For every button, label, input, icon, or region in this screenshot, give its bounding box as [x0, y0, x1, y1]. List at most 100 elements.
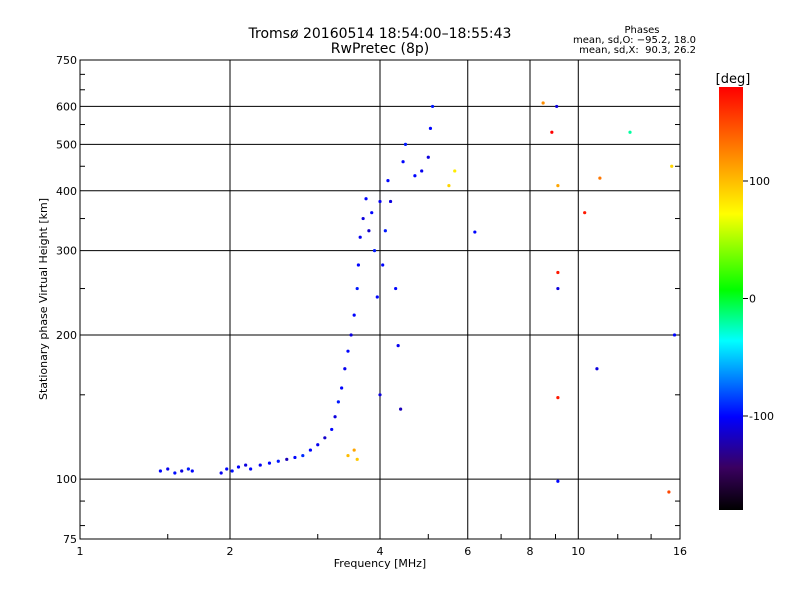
data-point-20: [323, 436, 327, 440]
data-point-36: [372, 249, 377, 253]
x-tick-label-4: 8: [527, 545, 534, 558]
x-tick-label-3: 6: [464, 545, 471, 558]
data-point-42: [386, 179, 390, 183]
scatter-points: [158, 101, 677, 494]
y-tick-label-2: 200: [56, 329, 77, 342]
data-point-16: [293, 455, 297, 460]
data-point-54: [346, 453, 350, 458]
data-point-37: [375, 295, 379, 299]
data-point-7: [225, 467, 229, 471]
data-point-35: [370, 211, 374, 215]
colorbar-ticks: -100 0 100: [743, 175, 774, 423]
data-point-71: [628, 130, 632, 134]
colorbar-tick-label-0: -100: [749, 410, 774, 423]
data-point-22: [333, 415, 337, 419]
data-point-68: [583, 211, 587, 215]
data-point-6: [219, 471, 223, 475]
x-tick-label-6: 16: [673, 545, 687, 558]
data-point-13: [267, 461, 272, 465]
x-tick-label-1: 2: [227, 545, 234, 558]
data-point-49: [413, 174, 417, 178]
data-point-63: [556, 184, 560, 188]
y-tick-label-0: 75: [63, 533, 77, 546]
data-point-30: [356, 263, 360, 267]
data-point-47: [401, 160, 405, 164]
data-point-26: [346, 349, 350, 353]
data-point-17: [301, 453, 305, 458]
chart-title: Tromsø 20160514 18:54:00–18:55:43: [248, 26, 512, 42]
x-tick-labels: 1 2 4 6 8 10 16: [77, 545, 688, 558]
data-point-33: [364, 197, 368, 201]
x-tick-label-2: 4: [377, 545, 384, 558]
phases-summary: Phases mean, sd,O: −95.2, 18.0 mean, sd,…: [573, 25, 696, 56]
grid-lines: [80, 60, 680, 539]
data-point-11: [249, 467, 253, 471]
data-point-25: [343, 367, 347, 371]
y-tick-label-5: 500: [56, 138, 77, 151]
data-point-57: [447, 184, 451, 188]
data-point-14: [276, 459, 280, 463]
y-tick-label-6: 600: [56, 100, 77, 113]
phases-title: Phases: [624, 25, 659, 36]
data-point-39: [378, 393, 382, 397]
data-point-67: [556, 479, 560, 483]
data-point-51: [426, 155, 430, 159]
minor-ticks: [80, 73, 680, 539]
data-point-50: [420, 169, 424, 173]
chart-subtitle: RwPretec (8p): [331, 41, 429, 57]
x-tick-label-0: 1: [77, 545, 84, 558]
data-point-43: [388, 199, 393, 204]
colorbar-tick-label-1: 0: [749, 293, 756, 306]
data-point-61: [550, 130, 554, 134]
data-point-62: [555, 104, 559, 109]
data-point-66: [556, 395, 560, 400]
y-tick-label-3: 300: [56, 245, 77, 258]
data-point-48: [403, 142, 408, 146]
plot-frame: [79, 59, 681, 540]
data-point-24: [340, 386, 344, 390]
data-point-40: [381, 263, 385, 267]
data-point-53: [430, 104, 435, 109]
data-point-60: [541, 101, 545, 105]
phases-o-stats: mean, sd,O: −95.2, 18.0: [573, 35, 696, 46]
data-point-15: [285, 457, 289, 461]
y-axis-label: Stationary phase Virtual Height [km]: [37, 198, 50, 400]
y-tick-labels: 75 100 200 300 400 500 600 750: [56, 54, 77, 546]
data-point-9: [236, 465, 241, 469]
y-tick-label-4: 400: [56, 185, 77, 198]
data-point-31: [358, 235, 362, 239]
data-point-10: [244, 463, 248, 467]
data-point-8: [230, 469, 234, 473]
data-point-65: [556, 286, 560, 291]
data-point-69: [595, 367, 599, 371]
data-point-28: [352, 313, 356, 317]
y-tick-label-1: 100: [56, 473, 77, 486]
data-point-21: [330, 427, 334, 432]
colorbar-tick-label-2: 100: [749, 175, 770, 188]
data-point-41: [383, 229, 387, 233]
data-point-18: [308, 448, 313, 452]
data-point-32: [361, 216, 365, 221]
data-point-74: [667, 490, 671, 494]
data-point-59: [473, 230, 477, 234]
data-point-12: [258, 463, 262, 467]
data-point-58: [453, 169, 457, 173]
x-tick-label-5: 10: [571, 545, 585, 558]
data-point-4: [186, 467, 190, 471]
data-point-23: [336, 400, 340, 404]
data-point-44: [394, 286, 398, 291]
data-point-64: [556, 270, 560, 275]
data-point-3: [180, 469, 184, 473]
data-point-29: [355, 286, 359, 291]
data-point-5: [190, 469, 194, 473]
data-point-34: [367, 229, 371, 233]
data-point-27: [349, 333, 353, 337]
data-point-52: [428, 126, 433, 130]
colorbar: [719, 87, 743, 510]
data-point-45: [396, 344, 400, 348]
data-point-46: [399, 407, 403, 411]
data-point-73: [672, 333, 677, 337]
data-point-38: [378, 199, 382, 204]
colorbar-label: [deg]: [716, 72, 751, 87]
